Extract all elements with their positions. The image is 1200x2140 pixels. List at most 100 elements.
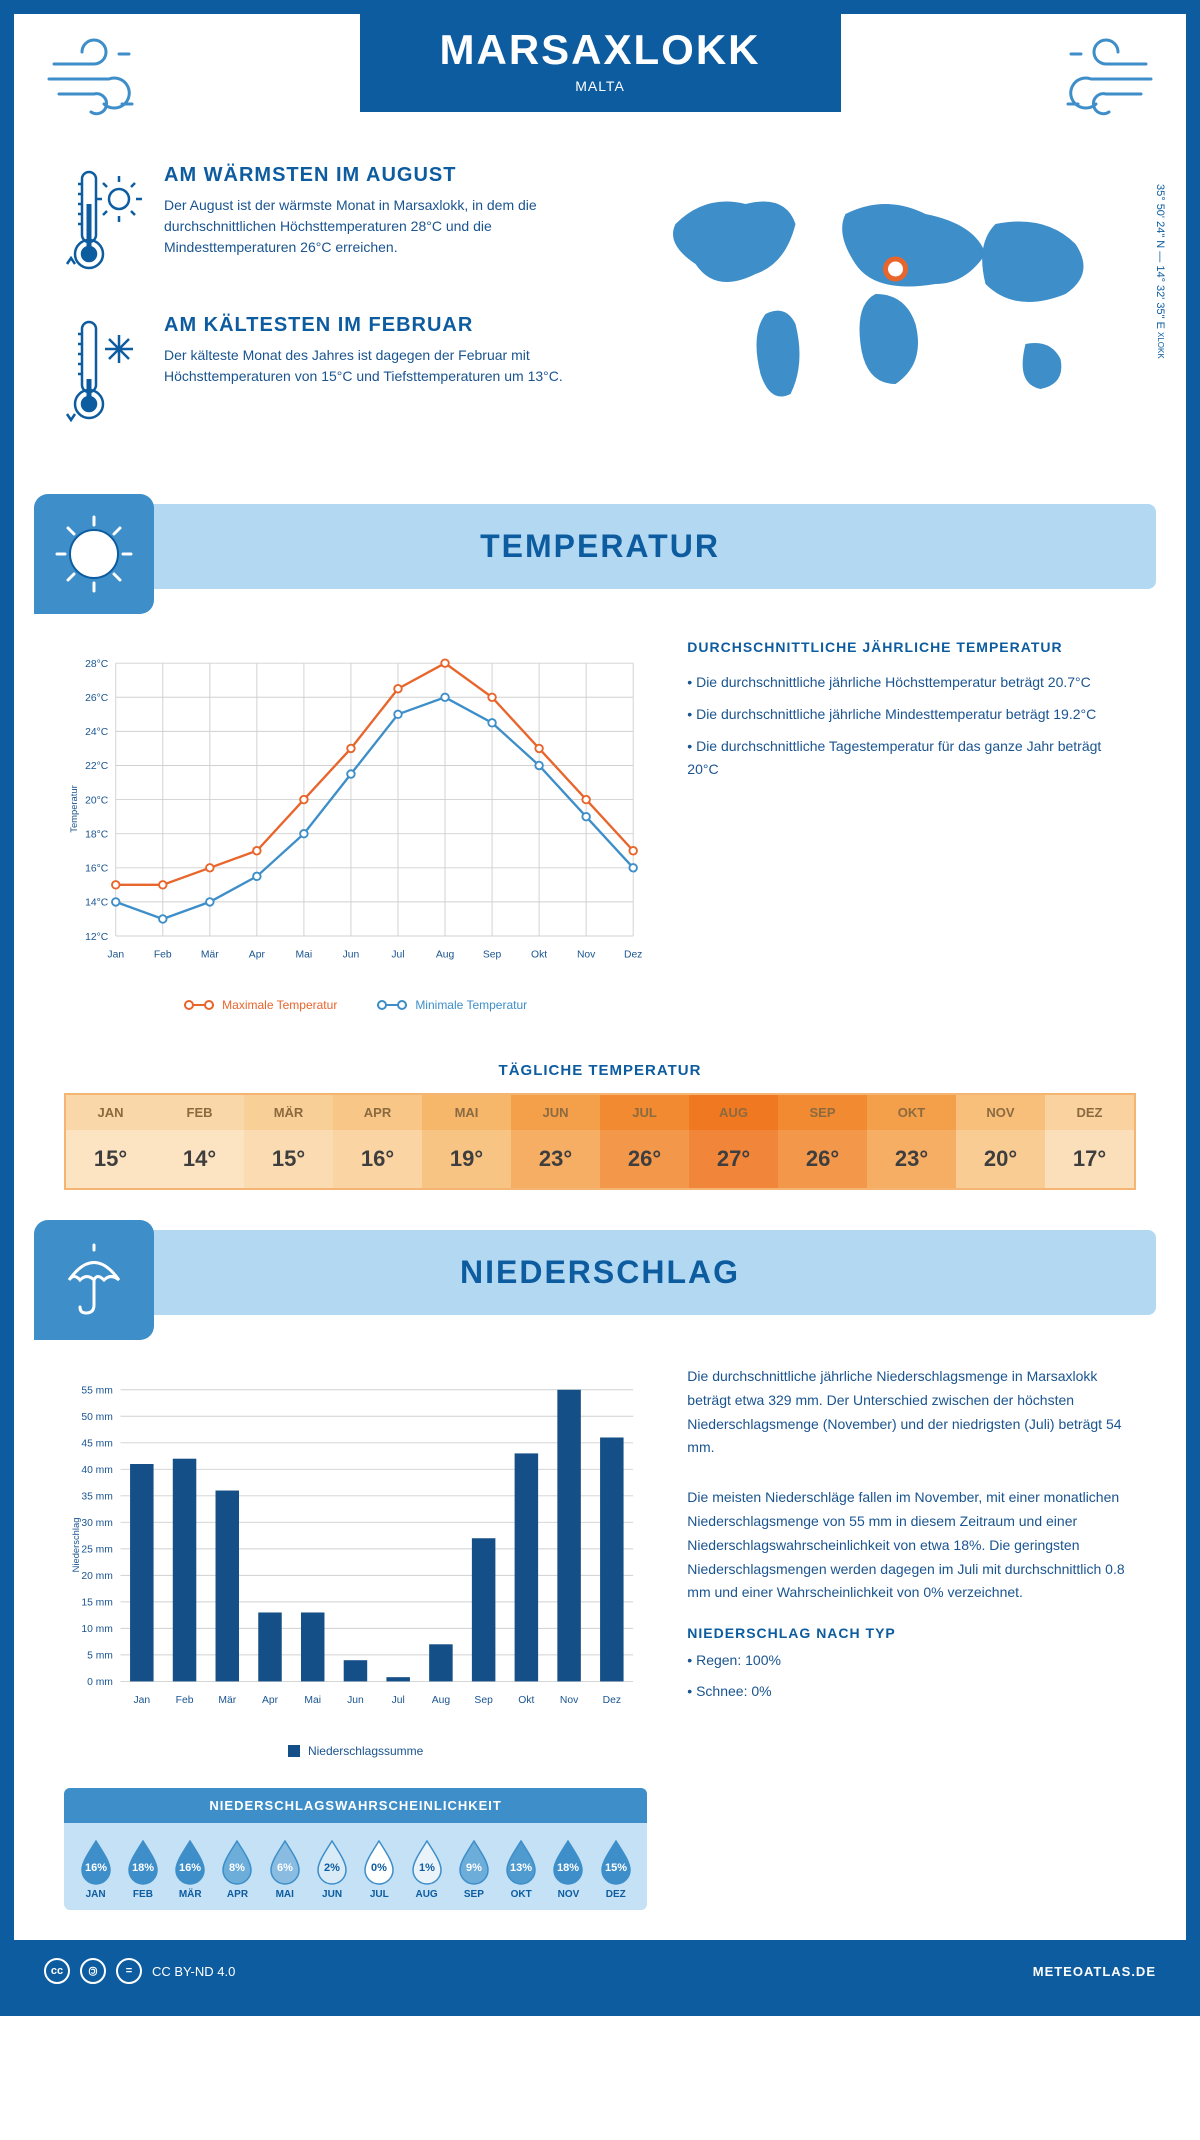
svg-text:18°C: 18°C: [85, 829, 109, 840]
svg-text:40 mm: 40 mm: [81, 1465, 113, 1476]
page-title: MARSAXLOKK: [440, 26, 761, 74]
coordinates: 35° 50' 24" N — 14° 32' 35" E XLOKK: [1154, 184, 1166, 359]
wind-icon-right: [1036, 34, 1156, 124]
svg-text:Sep: Sep: [474, 1695, 493, 1706]
umbrella-icon-box: [34, 1220, 154, 1340]
svg-text:Okt: Okt: [518, 1695, 534, 1706]
svg-text:Aug: Aug: [432, 1695, 451, 1706]
precip-type-heading: NIEDERSCHLAG NACH TYP: [687, 1625, 1136, 1641]
svg-text:Mär: Mär: [201, 950, 219, 961]
precip-text-2: Die meisten Niederschläge fallen im Nove…: [687, 1486, 1136, 1605]
footer: cc 🄯 = CC BY-ND 4.0 METEOATLAS.DE: [14, 1940, 1186, 2002]
temperature-heading: TEMPERATUR: [68, 528, 1132, 565]
temp-col: AUG27°: [689, 1095, 778, 1188]
temp-col: JUL26°: [600, 1095, 689, 1188]
temperature-summary: DURCHSCHNITTLICHE JÄHRLICHE TEMPERATUR •…: [687, 639, 1136, 1012]
coldest-title: AM KÄLTESTEN IM FEBRUAR: [164, 314, 585, 337]
svg-text:Jun: Jun: [347, 1695, 364, 1706]
precip-drop: 9% SEP: [450, 1837, 497, 1900]
sun-icon: [49, 509, 139, 599]
svg-text:15 mm: 15 mm: [81, 1598, 113, 1609]
svg-text:Jan: Jan: [107, 950, 124, 961]
svg-text:0 mm: 0 mm: [87, 1677, 113, 1688]
temp-col: APR16°: [333, 1095, 422, 1188]
svg-text:12°C: 12°C: [85, 932, 109, 943]
world-map: [615, 164, 1136, 424]
svg-text:Nov: Nov: [560, 1695, 579, 1706]
svg-text:5 mm: 5 mm: [87, 1651, 113, 1662]
title-banner: MARSAXLOKK MALTA: [360, 14, 841, 112]
svg-text:Sep: Sep: [483, 950, 502, 961]
svg-text:Temperatur: Temperatur: [68, 785, 79, 833]
infographic-frame: MARSAXLOKK MALTA: [0, 0, 1200, 2016]
svg-text:1%: 1%: [419, 1862, 435, 1874]
precip-type-snow: • Schnee: 0%: [687, 1680, 1136, 1702]
svg-text:Niederschlag: Niederschlag: [70, 1518, 81, 1573]
license-text: CC BY-ND 4.0: [152, 1964, 235, 1979]
temp-bullet-1: • Die durchschnittliche jährliche Höchst…: [687, 671, 1136, 695]
precip-drop: 16% JAN: [72, 1837, 119, 1900]
svg-text:9%: 9%: [466, 1862, 482, 1874]
svg-text:Feb: Feb: [154, 950, 172, 961]
precip-drop: 6% MAI: [261, 1837, 308, 1900]
svg-text:Jun: Jun: [343, 950, 360, 961]
temp-legend: Maximale Temperatur Minimale Temperatur: [64, 998, 647, 1012]
temp-col: FEB14°: [155, 1095, 244, 1188]
svg-text:16%: 16%: [85, 1862, 107, 1874]
svg-text:Dez: Dez: [603, 1695, 621, 1706]
precip-drop: 2% JUN: [308, 1837, 355, 1900]
temp-col: OKT23°: [867, 1095, 956, 1188]
temp-summary-heading: DURCHSCHNITTLICHE JÄHRLICHE TEMPERATUR: [687, 639, 1136, 655]
svg-text:Mär: Mär: [218, 1695, 236, 1706]
svg-text:Apr: Apr: [249, 950, 266, 961]
temp-col: NOV20°: [956, 1095, 1045, 1188]
cc-icon: cc: [44, 1958, 70, 1984]
daily-temp-table: JAN15°FEB14°MÄR15°APR16°MAI19°JUN23°JUL2…: [64, 1093, 1136, 1190]
svg-text:35 mm: 35 mm: [81, 1492, 113, 1503]
precip-drop: 16% MÄR: [167, 1837, 214, 1900]
svg-text:26°C: 26°C: [85, 693, 109, 704]
precip-type-rain: • Regen: 100%: [687, 1649, 1136, 1671]
precip-drop: 13% OKT: [498, 1837, 545, 1900]
svg-text:22°C: 22°C: [85, 761, 109, 772]
sun-icon-box: [34, 494, 154, 614]
precipitation-summary: Die durchschnittliche jährliche Niedersc…: [687, 1365, 1136, 1910]
svg-text:10 mm: 10 mm: [81, 1624, 113, 1635]
daily-temp-heading: TÄGLICHE TEMPERATUR: [14, 1062, 1186, 1079]
warmest-title: AM WÄRMSTEN IM AUGUST: [164, 164, 585, 187]
svg-text:18%: 18%: [557, 1862, 579, 1874]
svg-text:Mai: Mai: [296, 950, 313, 961]
temp-bullet-2: • Die durchschnittliche jährliche Mindes…: [687, 703, 1136, 727]
temp-col: JUN23°: [511, 1095, 600, 1188]
svg-text:50 mm: 50 mm: [81, 1412, 113, 1423]
precip-drop: 18% NOV: [545, 1837, 592, 1900]
warmest-fact: AM WÄRMSTEN IM AUGUST Der August ist der…: [64, 164, 585, 284]
temperature-chart-row: 12°C14°C16°C18°C20°C22°C24°C26°C28°CJanF…: [14, 609, 1186, 1042]
svg-text:Jul: Jul: [392, 1695, 405, 1706]
precip-probability-box: NIEDERSCHLAGSWAHRSCHEINLICHKEIT 16% JAN …: [64, 1788, 647, 1910]
site-name: METEOATLAS.DE: [1033, 1964, 1156, 1979]
umbrella-icon: [54, 1240, 134, 1320]
temperature-section-header: TEMPERATUR: [44, 504, 1156, 589]
svg-text:Mai: Mai: [304, 1695, 321, 1706]
precip-drop: 0% JUL: [356, 1837, 403, 1900]
svg-text:16°C: 16°C: [85, 864, 109, 875]
svg-text:Jan: Jan: [133, 1695, 150, 1706]
precipitation-section-header: NIEDERSCHLAG: [44, 1230, 1156, 1315]
svg-text:13%: 13%: [510, 1862, 532, 1874]
temp-bullet-3: • Die durchschnittliche Tagestemperatur …: [687, 735, 1136, 783]
precip-drop: 15% DEZ: [592, 1837, 639, 1900]
svg-text:20 mm: 20 mm: [81, 1571, 113, 1582]
svg-text:25 mm: 25 mm: [81, 1545, 113, 1556]
svg-text:Jul: Jul: [391, 950, 404, 961]
thermometer-snow-icon: [64, 314, 144, 434]
warmest-text: Der August ist der wärmste Monat in Mars…: [164, 195, 585, 258]
temp-col: MAI19°: [422, 1095, 511, 1188]
svg-text:15%: 15%: [605, 1862, 627, 1874]
svg-text:Aug: Aug: [436, 950, 455, 961]
temp-col: JAN15°: [66, 1095, 155, 1188]
svg-text:Apr: Apr: [262, 1695, 279, 1706]
svg-text:8%: 8%: [230, 1862, 246, 1874]
temp-col: DEZ17°: [1045, 1095, 1134, 1188]
nd-icon: =: [116, 1958, 142, 1984]
